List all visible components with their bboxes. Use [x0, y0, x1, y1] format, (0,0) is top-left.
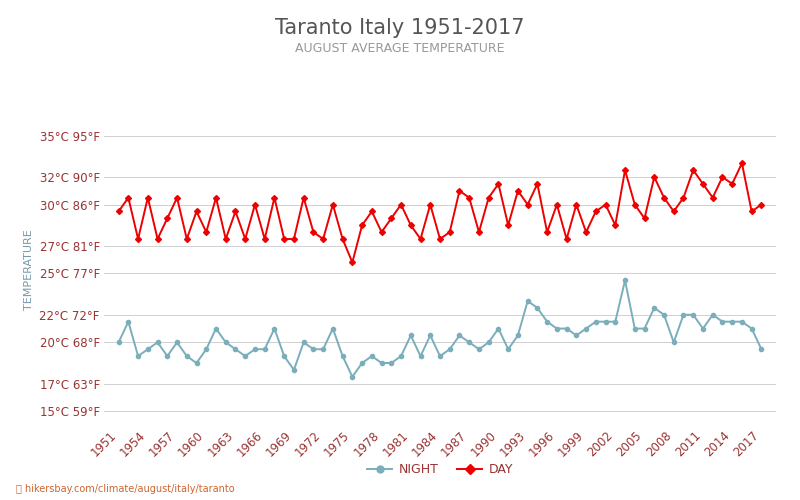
DAY [192, 208, 202, 214]
NIGHT [610, 318, 620, 324]
NIGHT [386, 360, 396, 366]
DAY [416, 236, 426, 242]
Y-axis label: TEMPERATURE: TEMPERATURE [24, 230, 34, 310]
DAY [386, 216, 396, 222]
NIGHT [620, 278, 630, 283]
DAY [114, 208, 123, 214]
DAY [757, 202, 766, 207]
Line: NIGHT: NIGHT [117, 278, 763, 379]
Text: Taranto Italy 1951-2017: Taranto Italy 1951-2017 [275, 18, 525, 38]
Line: DAY: DAY [117, 161, 763, 264]
Legend: NIGHT, DAY: NIGHT, DAY [362, 458, 518, 481]
DAY [610, 222, 620, 228]
NIGHT [718, 318, 727, 324]
NIGHT [416, 353, 426, 359]
DAY [708, 194, 718, 200]
NIGHT [757, 346, 766, 352]
Text: ⌖ hikersbay.com/climate/august/italy/taranto: ⌖ hikersbay.com/climate/august/italy/tar… [16, 484, 234, 494]
DAY [737, 160, 746, 166]
NIGHT [192, 360, 202, 366]
Text: AUGUST AVERAGE TEMPERATURE: AUGUST AVERAGE TEMPERATURE [295, 42, 505, 56]
DAY [162, 216, 172, 222]
NIGHT [162, 353, 172, 359]
NIGHT [114, 340, 123, 345]
DAY [347, 260, 357, 266]
NIGHT [347, 374, 357, 380]
